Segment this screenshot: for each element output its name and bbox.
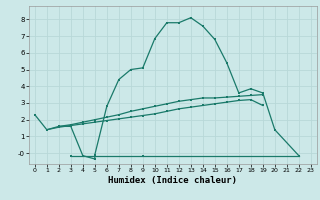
X-axis label: Humidex (Indice chaleur): Humidex (Indice chaleur) — [108, 176, 237, 185]
